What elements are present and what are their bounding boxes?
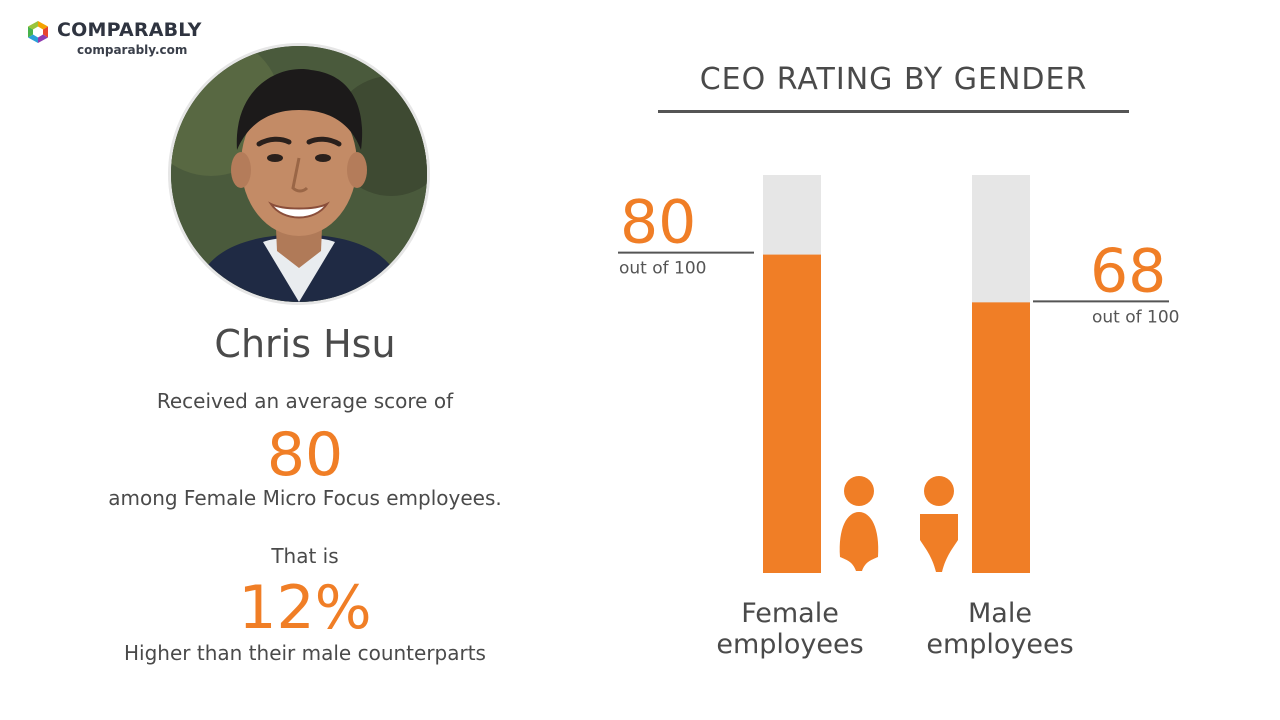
ceo-name: Chris Hsu — [214, 322, 396, 366]
ceo-avatar — [168, 43, 430, 305]
that-is-text: That is — [271, 544, 339, 568]
female-person-icon — [839, 476, 879, 571]
higher-than-male-text: Higher than their male counterparts — [124, 641, 486, 665]
logo-wordmark: COMPARABLY — [57, 19, 202, 41]
male-person-icon — [920, 476, 958, 572]
logo-url: comparably.com — [77, 43, 188, 57]
male-category-label-line-1: Male — [968, 598, 1032, 629]
among-female-text: among Female Micro Focus employees. — [108, 486, 502, 510]
percent-difference-value: 12% — [238, 573, 372, 643]
chart-title-underline — [658, 110, 1129, 113]
comparably-logo: COMPARABLY comparably.com — [26, 18, 216, 60]
female-category-label-line-1: Female — [741, 598, 839, 629]
comparably-logo-icon — [28, 21, 48, 43]
male-value-label: 68 — [1090, 236, 1166, 306]
male-bar — [972, 302, 1030, 573]
chart-title: CEO RATING BY GENDER — [699, 62, 1088, 97]
female-category-label-line-2: employees — [716, 629, 863, 660]
female-value-suffix: out of 100 — [619, 259, 706, 279]
female-value-label: 80 — [620, 188, 696, 258]
male-value-suffix: out of 100 — [1092, 307, 1179, 327]
male-category-label-line-2: employees — [926, 629, 1073, 660]
received-score-text: Received an average score of — [156, 389, 454, 413]
female-bar — [763, 254, 821, 573]
average-score-value: 80 — [266, 420, 344, 490]
